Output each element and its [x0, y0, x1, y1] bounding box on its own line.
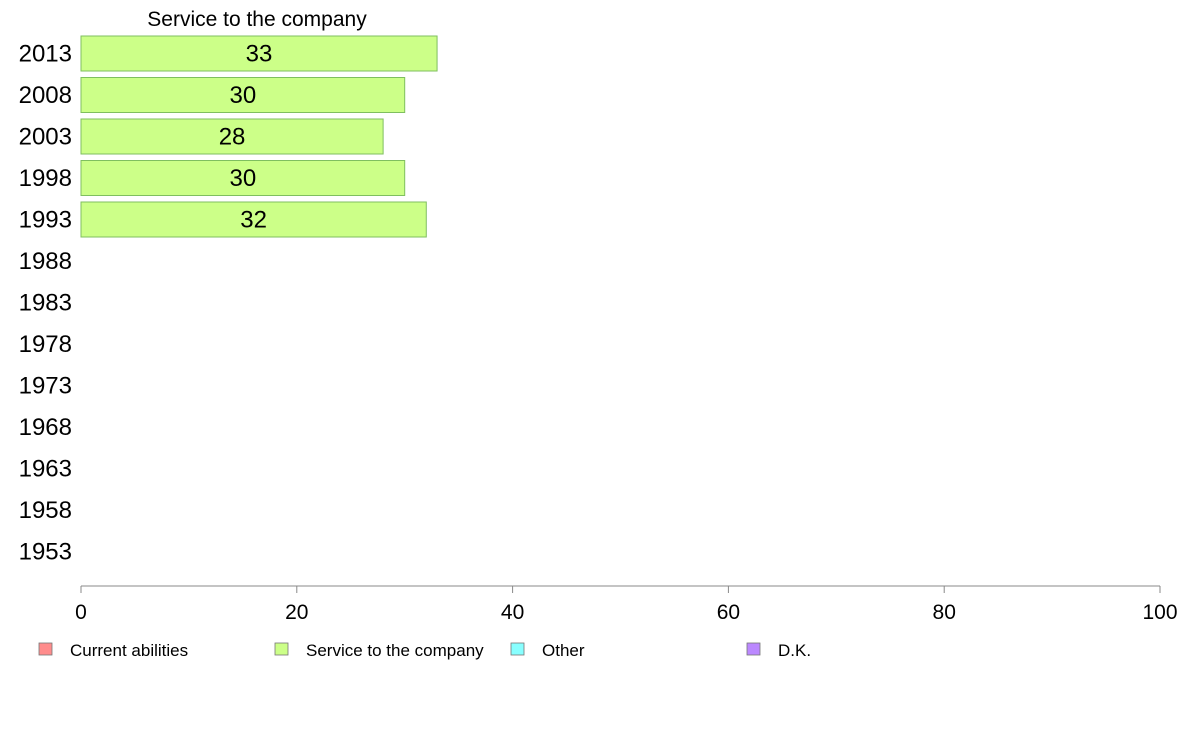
- legend-label: Other: [542, 641, 585, 660]
- x-tick-label: 60: [717, 601, 740, 624]
- bar-value-label: 33: [246, 41, 273, 68]
- legend-swatch: [510, 642, 525, 656]
- legend-swatch: [746, 642, 761, 656]
- bar-value-label: 28: [219, 124, 246, 151]
- legend: Current abilities Service to the company O…: [38, 641, 811, 660]
- bar: [80, 35, 438, 72]
- x-tick-label: 80: [933, 601, 956, 624]
- bar-value-label: 30: [229, 82, 256, 109]
- legend-label: D.K.: [778, 641, 811, 660]
- legend-swatch: [38, 642, 53, 656]
- bar: [80, 77, 406, 113]
- bar-value-label: 32: [240, 207, 267, 234]
- x-tick-label: 100: [1142, 601, 1177, 624]
- x-tick-label: 0: [75, 601, 87, 624]
- bars: 33 30 28 30 32: [80, 35, 438, 238]
- category-label: 1988: [19, 248, 72, 275]
- bar: [80, 118, 384, 155]
- category-label: 1973: [19, 373, 72, 400]
- x-tick-label: 20: [285, 601, 308, 624]
- category-label: 2003: [19, 124, 72, 151]
- category-label: 1953: [19, 539, 72, 566]
- bar-value-label: 30: [229, 165, 256, 192]
- category-labels: 2013 2008 2003 1998 1993 1988 1983 1978 1973 1968…: [19, 41, 72, 566]
- category-label: 2008: [19, 82, 72, 109]
- category-label: 1963: [19, 456, 72, 483]
- x-tick-label: 40: [501, 601, 524, 624]
- category-label: 2013: [19, 41, 72, 68]
- bar: [80, 160, 406, 196]
- category-label: 1968: [19, 414, 72, 441]
- category-label: 1998: [19, 165, 72, 192]
- legend-label: Service to the company: [306, 641, 484, 660]
- x-axis: 0 20 40 60 80 100: [75, 585, 1178, 624]
- bar: [80, 201, 427, 238]
- category-label: 1958: [19, 497, 72, 524]
- legend-label: Current abilities: [70, 641, 188, 660]
- chart-title: Service to the company: [147, 8, 367, 31]
- category-label: 1993: [19, 207, 72, 234]
- category-label: 1983: [19, 290, 72, 317]
- category-label: 1978: [19, 331, 72, 358]
- legend-swatch: [274, 642, 289, 656]
